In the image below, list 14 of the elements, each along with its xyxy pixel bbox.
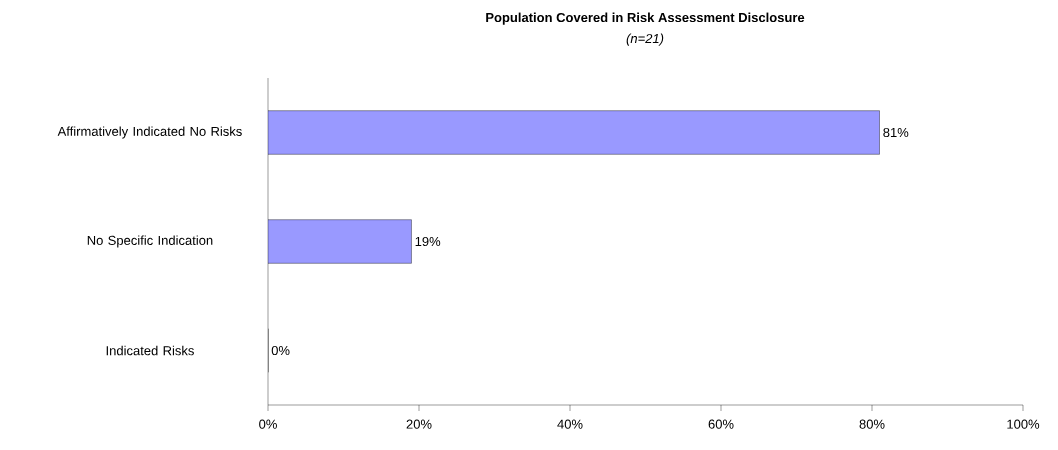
x-tick-label: 60% [708, 419, 734, 429]
x-tick-label: 0% [259, 419, 277, 429]
x-tick-label: 20% [406, 419, 432, 429]
x-tick-label: 80% [859, 419, 885, 429]
x-tick-label: 40% [557, 419, 583, 429]
y-tick-label: Affirmatively Indicated No Risks [57, 126, 242, 139]
x-tick-label: 100% [1007, 419, 1040, 429]
chart-subtitle: (n=21) [626, 33, 664, 46]
y-tick-label: Indicated Risks [106, 345, 194, 356]
y-tick-label: No Specific Indication [87, 235, 213, 248]
data-label: 81% [883, 127, 909, 138]
chart-title: Population Covered in Risk Assessment Disclosure [486, 12, 805, 25]
data-label: 0% [271, 345, 290, 356]
data-label: 19% [415, 236, 441, 247]
